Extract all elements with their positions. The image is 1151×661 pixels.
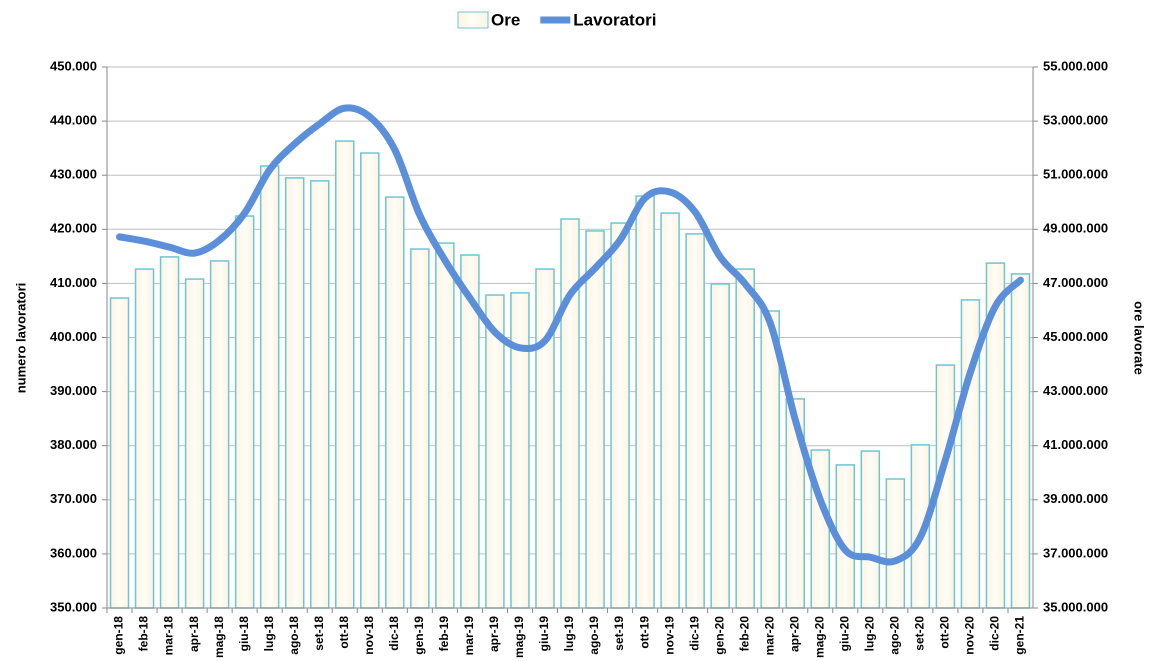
y-tick-label: 370.000 bbox=[50, 491, 97, 506]
y-tick-label: 390.000 bbox=[50, 383, 97, 398]
y2-tick-label: 55.000.000 bbox=[1043, 58, 1108, 73]
bar bbox=[610, 222, 630, 609]
y-tick-label: 350.000 bbox=[50, 599, 97, 614]
x-tick-label: lug-18 bbox=[262, 616, 276, 652]
x-tick-label: nov-18 bbox=[362, 616, 376, 655]
x-tick-label: ott-20 bbox=[938, 616, 952, 649]
bar bbox=[259, 165, 280, 609]
x-tick-label: gen-21 bbox=[1013, 616, 1027, 655]
bar bbox=[159, 256, 180, 609]
bar bbox=[735, 268, 755, 609]
bar bbox=[535, 268, 555, 609]
y-axis-title: numero lavoratori bbox=[13, 283, 28, 394]
bar bbox=[685, 233, 705, 609]
x-tick-label: mar-18 bbox=[162, 616, 176, 656]
y2-tick-label: 45.000.000 bbox=[1043, 329, 1108, 344]
x-tick-label: mag-19 bbox=[512, 616, 526, 658]
x-tick-label: set-19 bbox=[612, 616, 626, 651]
x-tick-label: ago-20 bbox=[888, 616, 902, 655]
bar bbox=[885, 478, 906, 609]
y-tick-label: 430.000 bbox=[50, 167, 97, 182]
x-tick-label: set-20 bbox=[913, 616, 927, 651]
y2-tick-label: 53.000.000 bbox=[1043, 113, 1108, 128]
bar bbox=[360, 152, 380, 609]
y-tick-label: 450.000 bbox=[50, 58, 97, 73]
x-tick-label: mag-20 bbox=[812, 616, 826, 658]
bar bbox=[184, 278, 205, 609]
x-tick-label: gen-19 bbox=[412, 616, 426, 655]
x-tick-label: lug-19 bbox=[562, 616, 576, 652]
x-tick-label: ott-18 bbox=[337, 616, 351, 649]
x-tick-label: giu-19 bbox=[537, 616, 551, 652]
y2-axis-title: ore lavorate bbox=[1132, 301, 1147, 375]
x-tick-label: feb-20 bbox=[737, 616, 751, 652]
x-tick-label: feb-19 bbox=[437, 616, 451, 652]
y-tick-label: 440.000 bbox=[50, 113, 97, 128]
y-tick-label: 410.000 bbox=[50, 275, 97, 290]
x-tick-label: set-18 bbox=[312, 616, 326, 651]
x-tick-label: gen-18 bbox=[112, 616, 126, 655]
legend-label: Lavoratori bbox=[573, 10, 656, 29]
y-tick-label: 420.000 bbox=[50, 221, 97, 236]
bar bbox=[209, 260, 230, 609]
x-tick-label: mar-20 bbox=[762, 616, 776, 656]
bar bbox=[635, 195, 655, 609]
x-tick-label: ago-18 bbox=[287, 616, 301, 655]
bar bbox=[234, 215, 255, 609]
bar bbox=[309, 180, 330, 609]
bar bbox=[385, 196, 405, 609]
y2-tick-label: 37.000.000 bbox=[1043, 545, 1108, 560]
legend-swatch bbox=[457, 11, 489, 29]
x-tick-label: dic-18 bbox=[387, 616, 401, 651]
legend: Ore Lavoratori bbox=[457, 10, 656, 29]
y2-tick-label: 49.000.000 bbox=[1043, 221, 1108, 236]
x-tick-label: giu-20 bbox=[837, 616, 851, 652]
x-tick-label: feb-18 bbox=[137, 616, 151, 652]
x-tick-label: giu-18 bbox=[237, 616, 251, 652]
x-tick-label: nov-19 bbox=[662, 616, 676, 655]
y-tick-label: 400.000 bbox=[50, 329, 97, 344]
x-tick-label: apr-18 bbox=[187, 616, 201, 652]
y2-tick-label: 35.000.000 bbox=[1043, 599, 1108, 614]
bar bbox=[560, 218, 580, 609]
bar bbox=[1010, 273, 1031, 609]
bar bbox=[334, 140, 355, 609]
x-tick-label: ago-19 bbox=[587, 616, 601, 655]
x-tick-label: ott-19 bbox=[637, 616, 651, 649]
legend-label: Ore bbox=[491, 10, 520, 29]
bar bbox=[134, 268, 155, 609]
bar bbox=[510, 292, 530, 609]
bar bbox=[410, 248, 430, 609]
x-tick-label: nov-20 bbox=[963, 616, 977, 655]
y2-tick-label: 51.000.000 bbox=[1043, 167, 1108, 182]
y2-tick-label: 47.000.000 bbox=[1043, 275, 1108, 290]
bar bbox=[435, 242, 455, 609]
y2-tick-label: 41.000.000 bbox=[1043, 437, 1108, 452]
x-tick-label: gen-20 bbox=[712, 616, 726, 655]
bar bbox=[585, 230, 605, 609]
x-tick-label: apr-19 bbox=[487, 616, 501, 652]
x-tick-label: lug-20 bbox=[862, 616, 876, 652]
bar bbox=[109, 297, 130, 609]
bar bbox=[710, 283, 730, 609]
x-tick-label: mag-18 bbox=[212, 616, 226, 658]
y-tick-label: 380.000 bbox=[50, 437, 97, 452]
x-tick-label: dic-20 bbox=[988, 616, 1002, 651]
y2-tick-label: 39.000.000 bbox=[1043, 491, 1108, 506]
bar bbox=[860, 450, 881, 609]
bar bbox=[660, 212, 680, 609]
bar bbox=[284, 177, 305, 609]
line bbox=[116, 104, 1024, 566]
y2-tick-label: 43.000.000 bbox=[1043, 383, 1108, 398]
y-tick-label: 360.000 bbox=[50, 545, 97, 560]
x-tick-label: mar-19 bbox=[462, 616, 476, 656]
x-tick-label: dic-19 bbox=[687, 616, 701, 651]
x-tick-label: apr-20 bbox=[787, 616, 801, 652]
